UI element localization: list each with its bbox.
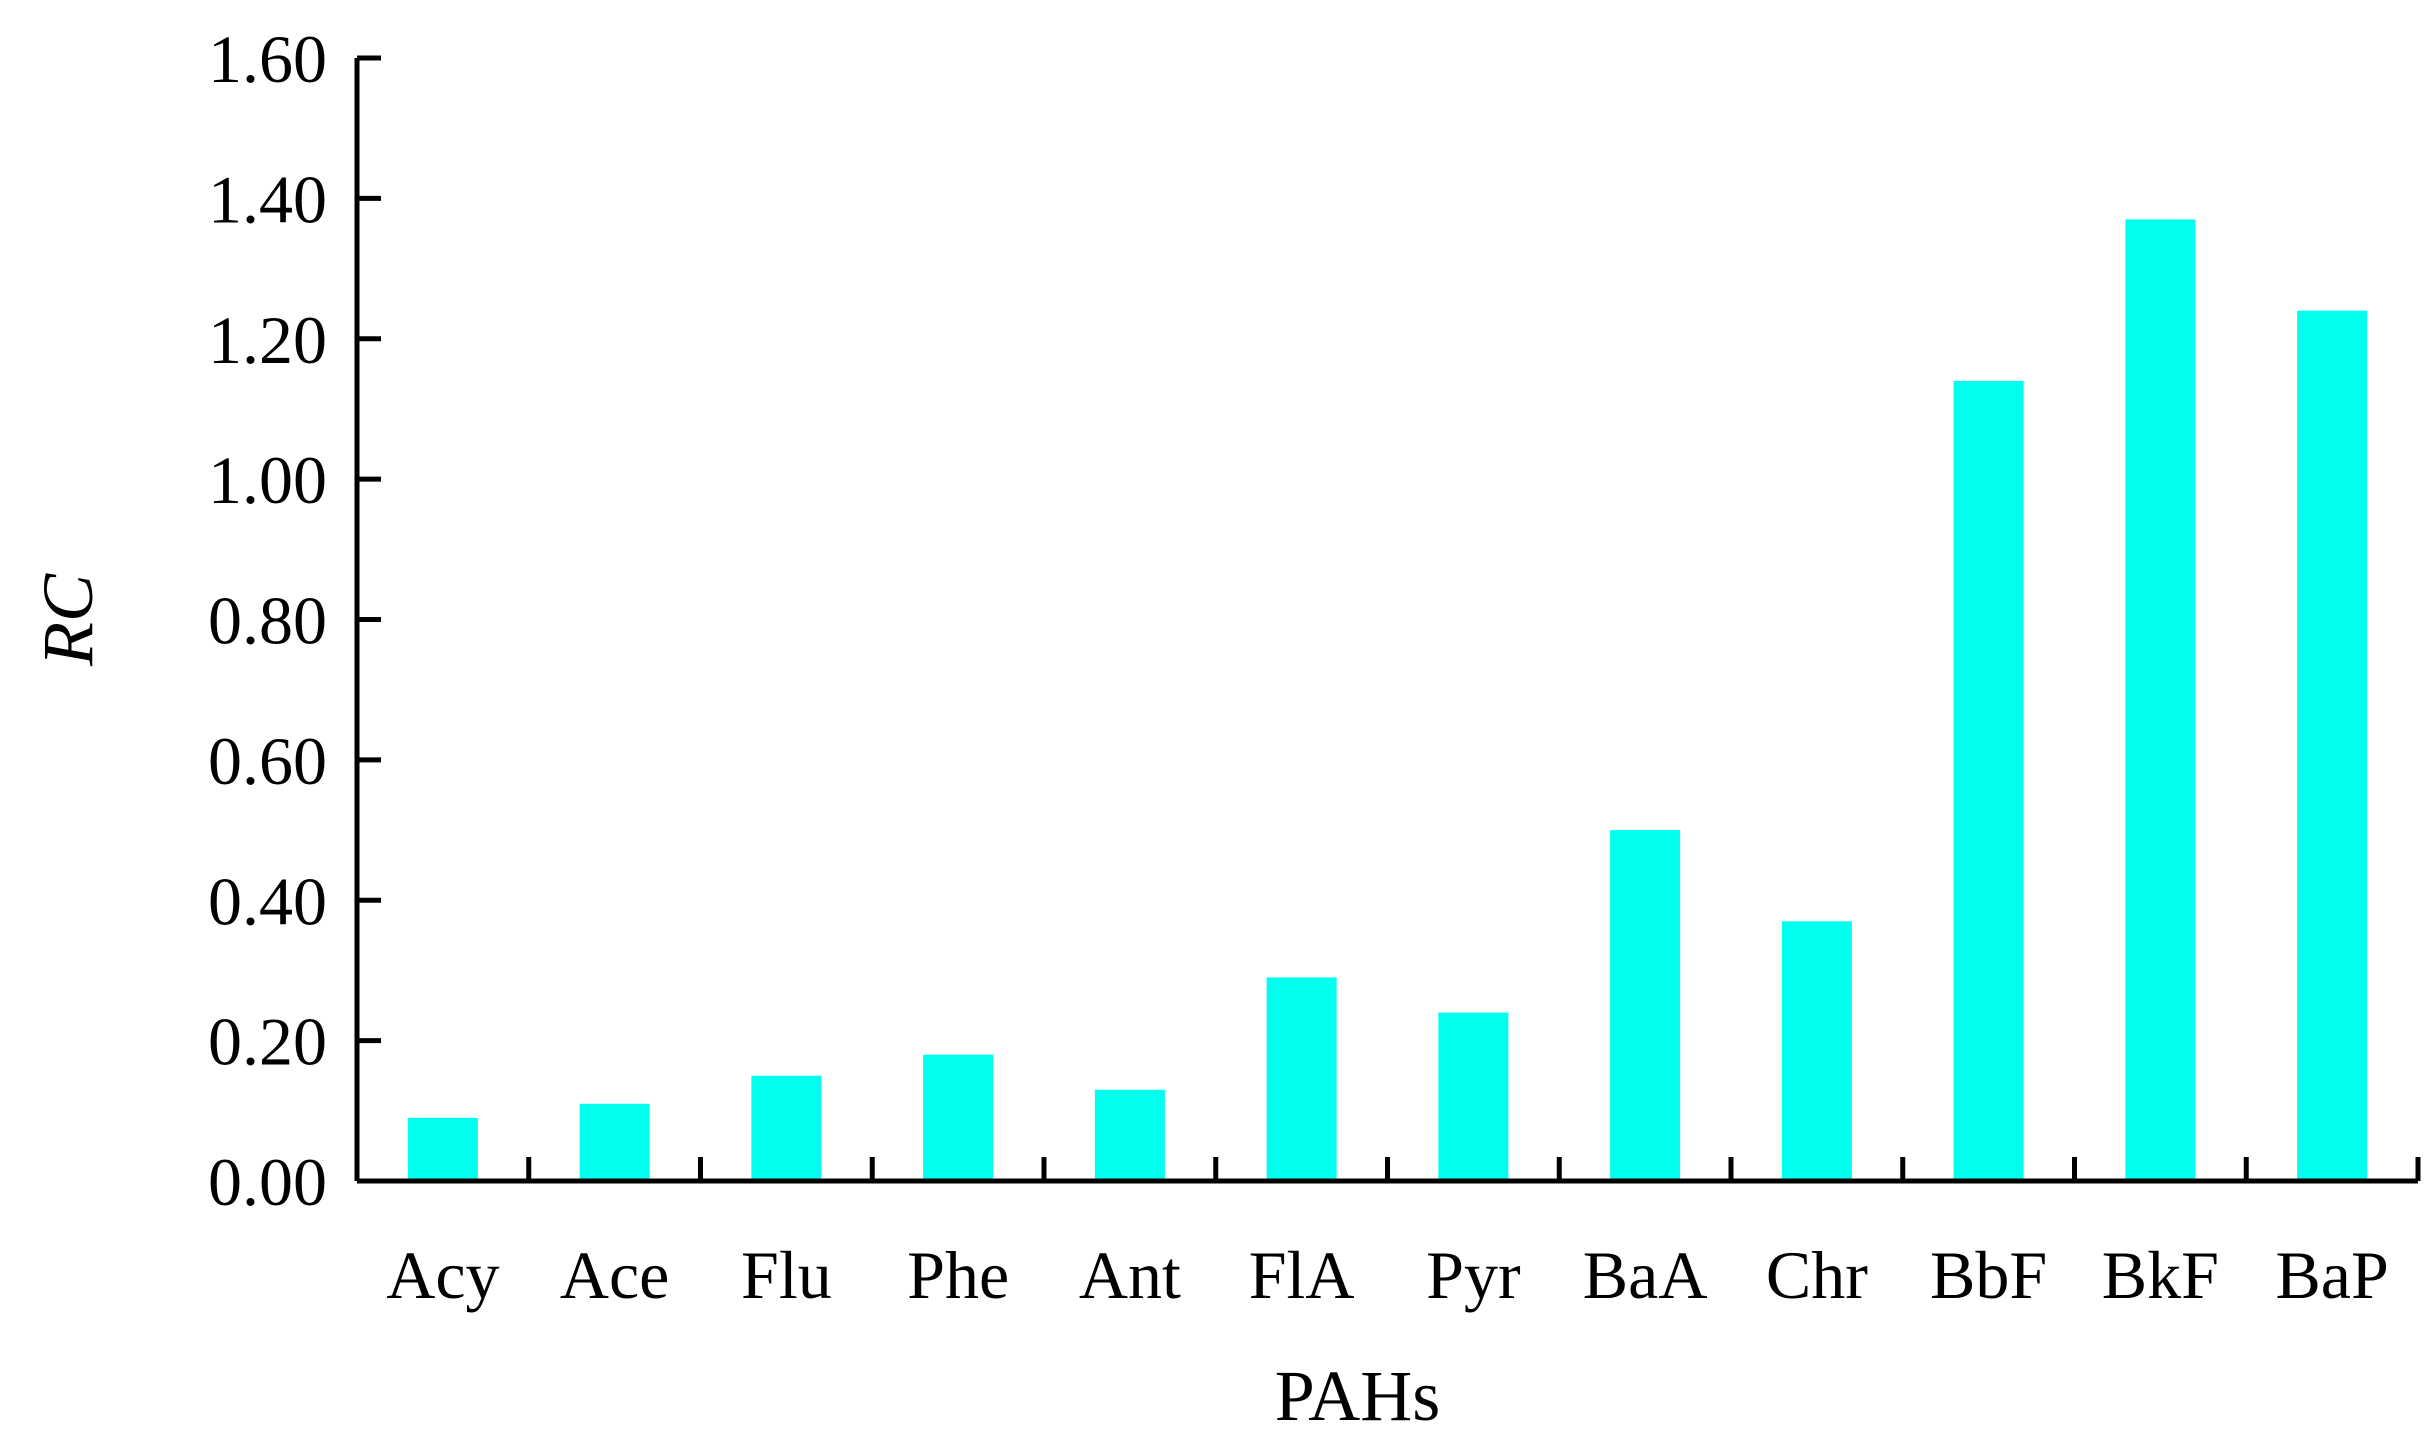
y-axis-title: RC [28, 573, 108, 667]
x-tick-label: Flu [741, 1237, 832, 1313]
y-tick-label: 1.60 [208, 21, 327, 97]
bar-chr [1781, 921, 1852, 1181]
bar-acy [407, 1117, 478, 1181]
x-tick-label: Ace [560, 1237, 669, 1313]
y-tick-label: 0.60 [208, 723, 327, 799]
y-tick-label: 1.20 [208, 302, 327, 378]
x-tick-label: BaA [1583, 1237, 1708, 1313]
x-tick-label: BkF [2102, 1237, 2219, 1313]
x-tick-label: Acy [386, 1237, 499, 1313]
bar-pyr [1438, 1012, 1509, 1181]
bar-fla [1266, 977, 1337, 1181]
x-tick-label: Pyr [1426, 1237, 1521, 1313]
y-tick-label: 0.20 [208, 1004, 327, 1080]
x-tick-label: BaP [2275, 1237, 2388, 1313]
ticks-layer: 0.00 0.20 0.40 0.60 0.80 1.00 1.20 1.40 1.60 Acy A… [208, 21, 2421, 1313]
x-tick-label: FlA [1249, 1237, 1355, 1313]
y-tick-label: 0.00 [208, 1144, 327, 1220]
bar-phe [923, 1054, 994, 1181]
x-tick-label: BbF [1930, 1237, 2047, 1313]
y-tick-label: 0.80 [208, 583, 327, 659]
y-tick-label: 0.40 [208, 863, 327, 939]
bar-ace [579, 1103, 650, 1181]
bar-ant [1094, 1089, 1165, 1181]
y-tick-label: 1.00 [208, 442, 327, 518]
bars-layer [407, 219, 2368, 1181]
x-tick-label: Ant [1079, 1237, 1181, 1313]
x-tick-label: Phe [907, 1237, 1009, 1313]
bar-bkf [2125, 219, 2196, 1181]
x-tick-label: Chr [1766, 1237, 1868, 1313]
bar-bbf [1953, 380, 2024, 1181]
y-tick-label: 1.40 [208, 161, 327, 237]
axes-layer [354, 58, 2418, 1184]
bar-baa [1610, 830, 1681, 1181]
bar-bap [2297, 310, 2368, 1181]
bar-flu [751, 1075, 822, 1181]
x-axis-title: PAHs [1275, 1356, 1440, 1436]
